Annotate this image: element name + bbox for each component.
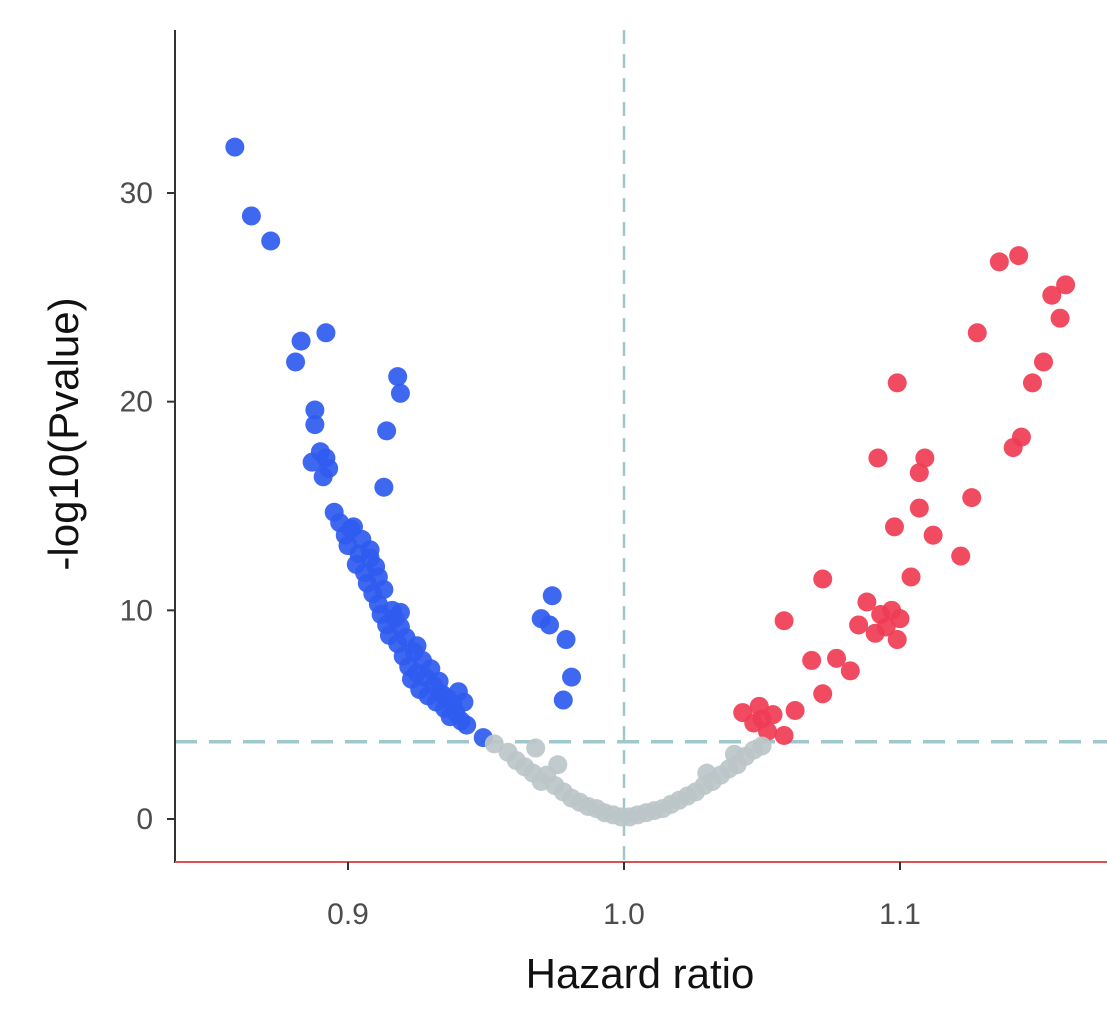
- data-point-down: [562, 667, 582, 687]
- data-point-not_significant: [484, 734, 504, 754]
- data-point-up: [774, 726, 794, 746]
- data-point-down: [553, 690, 573, 710]
- data-point-down: [454, 692, 474, 712]
- data-point-down: [374, 477, 394, 497]
- data-point-down: [291, 331, 311, 351]
- data-point-up: [884, 517, 904, 537]
- data-point-up: [951, 546, 971, 566]
- data-point-up: [758, 721, 778, 741]
- data-point-up: [1022, 373, 1042, 393]
- x-tick-label: 1.0: [603, 898, 645, 931]
- y-tick-label: 20: [120, 386, 153, 419]
- data-point-down: [407, 636, 427, 656]
- data-point-down: [556, 630, 576, 650]
- x-tick-label: 0.9: [327, 898, 369, 931]
- data-point-down: [225, 137, 245, 157]
- y-axis-title: -log10(Pvalue): [40, 297, 87, 570]
- x-axis-title: Hazard ratio: [526, 950, 755, 997]
- data-point-up: [857, 592, 877, 612]
- data-point-down: [305, 415, 325, 435]
- data-point-up: [1009, 246, 1029, 266]
- data-point-up: [774, 611, 794, 631]
- data-point-not_significant: [548, 755, 568, 775]
- data-point-up: [887, 630, 907, 650]
- data-point-up: [915, 448, 935, 468]
- data-point-up: [909, 498, 929, 518]
- data-point-down: [390, 383, 410, 403]
- data-point-up: [1011, 427, 1031, 447]
- data-point-down: [313, 467, 333, 487]
- data-point-up: [901, 567, 921, 587]
- y-tick-label: 0: [136, 803, 153, 836]
- data-point-up: [744, 713, 764, 733]
- data-point-not_significant: [526, 738, 546, 758]
- data-point-down: [341, 519, 361, 539]
- data-point-down: [286, 352, 306, 372]
- x-tick-label: 1.1: [879, 898, 921, 931]
- data-point-down: [390, 602, 410, 622]
- y-tick-label: 30: [120, 177, 153, 210]
- data-point-up: [876, 617, 896, 637]
- data-point-up: [802, 650, 822, 670]
- data-point-up: [813, 569, 833, 589]
- data-point-up: [763, 705, 783, 725]
- data-point-not_significant: [752, 736, 772, 756]
- data-points: [225, 137, 1076, 827]
- y-tick-label: 10: [120, 594, 153, 627]
- data-point-up: [1034, 352, 1054, 372]
- data-point-down: [305, 400, 325, 420]
- data-point-up: [868, 448, 888, 468]
- data-point-down: [368, 567, 388, 587]
- data-point-up: [923, 525, 943, 545]
- data-point-not_significant: [697, 763, 717, 783]
- data-point-down: [388, 367, 408, 387]
- data-point-up: [890, 609, 910, 629]
- data-point-down: [360, 548, 380, 568]
- data-point-down: [457, 715, 477, 735]
- data-point-up: [887, 373, 907, 393]
- data-point-up: [1056, 275, 1076, 295]
- data-point-down: [316, 323, 336, 343]
- data-point-up: [989, 252, 1009, 272]
- data-point-up: [909, 463, 929, 483]
- data-point-down: [377, 421, 397, 441]
- data-point-up: [785, 700, 805, 720]
- data-point-up: [1042, 285, 1062, 305]
- reference-lines: [175, 30, 1107, 862]
- data-point-up: [849, 615, 869, 635]
- data-point-down: [539, 615, 559, 635]
- data-point-up: [840, 661, 860, 681]
- data-point-down: [542, 586, 562, 606]
- data-point-up: [813, 684, 833, 704]
- x-axis-ticks: 0.9 1.0 1.1: [327, 862, 921, 931]
- data-point-not_significant: [724, 744, 744, 764]
- data-point-down: [241, 206, 261, 226]
- data-point-up: [962, 488, 982, 508]
- data-point-up: [1050, 308, 1070, 328]
- data-point-down: [261, 231, 281, 251]
- data-point-up: [827, 648, 847, 668]
- data-point-up: [967, 323, 987, 343]
- y-axis-ticks: 0 10 20 30: [120, 177, 175, 836]
